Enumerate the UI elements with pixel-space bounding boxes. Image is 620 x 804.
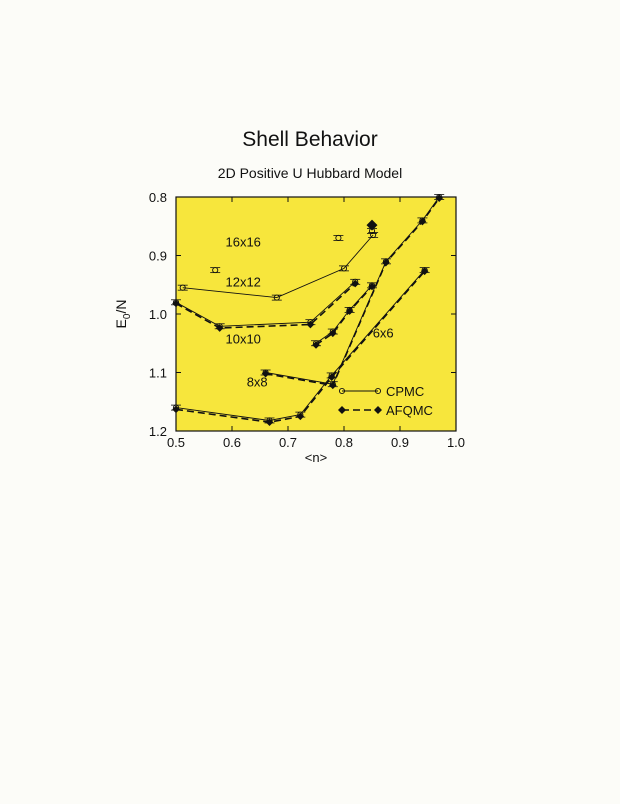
lattice-label: 8x8 bbox=[247, 375, 268, 390]
afqmc-point bbox=[306, 320, 315, 329]
lattice-label: 6x6 bbox=[373, 325, 394, 340]
y-tick-label: 0.9 bbox=[149, 249, 167, 264]
legend: CPMC AFQMC bbox=[338, 384, 433, 418]
series-afqmc-8x8 bbox=[261, 194, 443, 390]
y-axis-label: E0/N bbox=[113, 300, 133, 329]
afqmc-point bbox=[366, 219, 378, 231]
y-tick-label: 1.1 bbox=[149, 366, 167, 381]
afqmc-point bbox=[418, 217, 427, 226]
cpmc-point bbox=[335, 234, 342, 241]
lattice-label: 12x12 bbox=[225, 275, 260, 290]
afqmc-point bbox=[435, 194, 443, 202]
x-tick-label: 1.0 bbox=[447, 435, 465, 450]
afqmc-point bbox=[351, 279, 359, 288]
afqmc-line bbox=[315, 285, 373, 346]
afqmc-line bbox=[175, 283, 356, 329]
y-tick-label: 0.8 bbox=[149, 190, 167, 205]
y-axis-label-main: E bbox=[113, 319, 129, 328]
afqmc-point bbox=[327, 373, 336, 381]
cpmc-point bbox=[340, 265, 348, 272]
cpmc-point bbox=[370, 231, 377, 239]
y-axis-label-suffix: /N bbox=[113, 300, 129, 314]
afqmc-point bbox=[265, 418, 274, 427]
afqmc-point bbox=[312, 341, 320, 349]
cpmc-point bbox=[273, 294, 280, 301]
afqmc-point bbox=[329, 329, 337, 338]
cpmc-line bbox=[182, 234, 374, 299]
series-afqmc-16x16 bbox=[366, 219, 378, 231]
x-tick-label: 0.5 bbox=[167, 435, 185, 450]
cpmc-point bbox=[179, 284, 186, 291]
afqmc-point bbox=[329, 381, 337, 390]
y-axis-label-subscript: 0 bbox=[122, 313, 133, 319]
x-tick-label: 0.6 bbox=[223, 435, 241, 450]
cpmc-line bbox=[175, 281, 356, 327]
y-tick-label: 1.0 bbox=[149, 307, 167, 322]
x-axis-label: <n> bbox=[305, 450, 327, 465]
series-group bbox=[171, 193, 445, 427]
lattice-label: 10x10 bbox=[225, 331, 260, 346]
afqmc-point bbox=[338, 406, 346, 414]
afqmc-point bbox=[374, 406, 382, 414]
y-tick-label: 1.2 bbox=[149, 424, 167, 439]
x-tick-label: 0.8 bbox=[335, 435, 353, 450]
axes: 0.5 0.6 0.7 0.8 0.9 1.0 0.8 0.9 1.0 1.1 1.2 <n> E0/N bbox=[113, 190, 465, 465]
afqmc-point bbox=[215, 324, 224, 332]
cpmc-point bbox=[212, 267, 219, 274]
afqmc-point bbox=[296, 412, 305, 421]
chart-title: Shell Behavior bbox=[242, 128, 378, 151]
afqmc-point bbox=[261, 369, 270, 378]
legend-cpmc-label: CPMC bbox=[386, 384, 424, 399]
cpmc-point bbox=[374, 387, 382, 395]
afqmc-point bbox=[382, 258, 390, 267]
afqmc-point bbox=[420, 267, 429, 276]
cpmc-point bbox=[338, 387, 346, 395]
series-afqmc-10x10 bbox=[312, 282, 376, 349]
lattice-labels: 16x16 12x12 10x10 8x8 6x6 bbox=[225, 235, 393, 390]
legend-afqmc-label: AFQMC bbox=[386, 403, 433, 418]
cpmc-line bbox=[315, 284, 373, 344]
x-tick-label: 0.9 bbox=[391, 435, 409, 450]
x-tick-label: 0.7 bbox=[279, 435, 297, 450]
lattice-label: 16x16 bbox=[225, 235, 260, 250]
afqmc-point bbox=[345, 307, 354, 315]
chart-subtitle: 2D Positive U Hubbard Model bbox=[217, 165, 403, 181]
